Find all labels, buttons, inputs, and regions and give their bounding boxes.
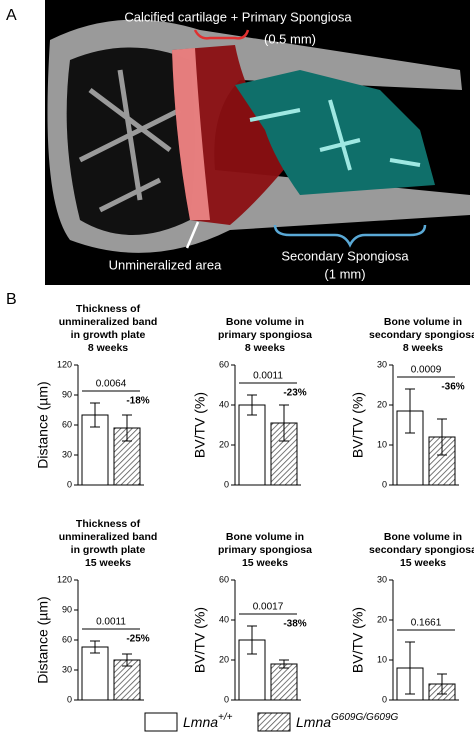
y-axis-label: Distance (µm) (35, 596, 51, 683)
y-axis-label: BV/TV (%) (192, 392, 208, 458)
p-value: 0.0064 (96, 379, 127, 390)
chart-title: 15 weeks (400, 557, 446, 569)
percent-change: -23% (283, 388, 306, 399)
bar (113, 659, 141, 701)
y-tick-label: 10 (377, 654, 387, 664)
legend-name: Lmna (296, 714, 331, 730)
error-bar (247, 394, 257, 416)
chart-title: in growth plate (71, 544, 146, 556)
chart-title: Bone volume in (226, 316, 304, 328)
y-axis-label: BV/TV (%) (350, 392, 366, 458)
y-tick-label: 30 (377, 574, 387, 584)
legend-label: Lmna+/+ (183, 712, 233, 730)
chart-title: 8 weeks (245, 342, 285, 354)
error-bar (279, 404, 289, 442)
p-value: 0.0011 (253, 371, 283, 382)
chart-title: Bone volume in (384, 316, 462, 328)
y-tick-label: 90 (62, 604, 72, 614)
chart-title: primary spongiosa (218, 544, 312, 556)
y-tick-label: 20 (377, 614, 387, 624)
y-tick-label: 40 (219, 614, 229, 624)
chart-title: 8 weeks (88, 342, 128, 354)
percent-change: -38% (283, 619, 306, 630)
bar (270, 663, 298, 701)
y-tick-label: 30 (377, 359, 387, 369)
bar (81, 646, 109, 701)
legend-label: LmnaG609G/G609G (296, 712, 399, 730)
legend-superscript: G609G/G609G (331, 712, 398, 723)
y-tick-label: 60 (219, 574, 229, 584)
panel-label: A (6, 7, 17, 24)
percent-change: -36% (441, 382, 464, 393)
error-bar (122, 414, 132, 442)
y-tick-label: 0 (67, 479, 72, 489)
image-label: Secondary Spongiosa (281, 248, 409, 263)
y-axis-label: BV/TV (%) (350, 607, 366, 673)
image-label: (1 mm) (324, 266, 365, 281)
panel-label: B (6, 291, 17, 308)
y-tick-label: 20 (219, 654, 229, 664)
chart-title: Thickness of (76, 518, 141, 530)
chart-title: 15 weeks (85, 557, 131, 569)
chart-title: Bone volume in (226, 531, 304, 543)
y-tick-label: 0 (382, 479, 387, 489)
chart-title: in growth plate (71, 329, 146, 341)
chart-title: Bone volume in (384, 531, 462, 543)
error-bar (437, 418, 447, 456)
y-axis-label: Distance (µm) (35, 381, 51, 468)
y-tick-label: 120 (57, 574, 72, 584)
y-tick-label: 0 (224, 694, 229, 704)
image-label: Calcified cartilage + Primary Spongiosa (124, 9, 352, 24)
legend-swatch (257, 712, 291, 732)
error-bar (405, 388, 415, 434)
chart-title: secondary spongiosa (369, 329, 474, 341)
chart-title: unmineralized band (59, 316, 158, 328)
chart-title: secondary spongiosa (369, 544, 474, 556)
y-axis-label: BV/TV (%) (192, 607, 208, 673)
error-bar (90, 402, 100, 428)
y-tick-label: 90 (62, 389, 72, 399)
error-bar (437, 673, 447, 695)
chart-title: 15 weeks (242, 557, 288, 569)
p-value: 0.0009 (411, 365, 442, 376)
y-tick-label: 60 (219, 359, 229, 369)
y-tick-label: 60 (62, 419, 72, 429)
legend-name: Lmna (183, 714, 218, 730)
bar (238, 404, 266, 486)
y-tick-label: 30 (62, 664, 72, 674)
chart-title: Thickness of (76, 303, 141, 315)
legend-swatch (144, 712, 178, 732)
y-tick-label: 30 (62, 449, 72, 459)
y-tick-label: 120 (57, 359, 72, 369)
error-bar (247, 625, 257, 655)
error-bar (90, 640, 100, 654)
y-tick-label: 0 (224, 479, 229, 489)
image-label: Unmineralized area (109, 257, 222, 272)
p-value: 0.1661 (411, 618, 442, 629)
y-tick-label: 60 (62, 634, 72, 644)
percent-change: -18% (126, 396, 149, 407)
y-tick-label: 0 (382, 694, 387, 704)
y-tick-label: 0 (67, 694, 72, 704)
chart-title: 8 weeks (403, 342, 443, 354)
y-tick-label: 40 (219, 399, 229, 409)
error-bar (279, 659, 289, 669)
y-tick-label: 10 (377, 439, 387, 449)
y-tick-label: 20 (377, 399, 387, 409)
micro-ct-image: Calcified cartilage + Primary Spongiosa … (45, 0, 470, 285)
chart-title: unmineralized band (59, 531, 158, 543)
percent-change: -25% (126, 634, 149, 645)
error-bar (405, 641, 415, 695)
image-label: (0.5 mm) (264, 31, 316, 46)
y-tick-label: 20 (219, 439, 229, 449)
p-value: 0.0017 (253, 602, 284, 613)
p-value: 0.0011 (96, 617, 126, 628)
error-bar (122, 653, 132, 667)
chart-title: primary spongiosa (218, 329, 312, 341)
legend-superscript: +/+ (218, 712, 233, 723)
